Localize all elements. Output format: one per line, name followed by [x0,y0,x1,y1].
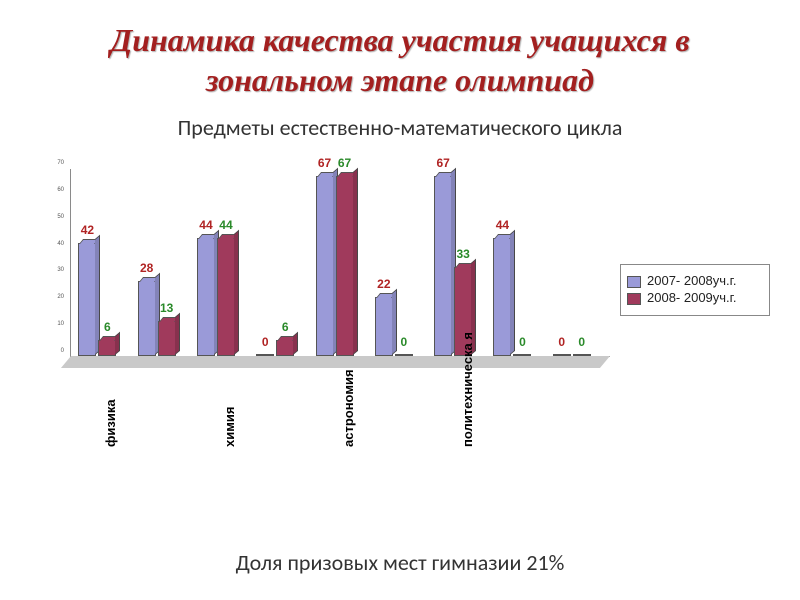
bar [434,176,452,356]
bar-value-label: 0 [262,335,269,349]
bar [98,340,116,356]
bar-value-label: 67 [338,156,351,170]
bar [158,321,176,356]
bar-value-label: 13 [160,301,173,315]
bar-value-label: 67 [436,156,449,170]
bar [513,354,531,356]
bar [316,176,334,356]
chart-area: 010203040506070 426281344440667672206733… [30,169,770,449]
legend-item: 2007- 2008уч.г. [627,274,763,288]
y-tick: 50 [57,214,64,220]
legend-item: 2008- 2009уч.г. [627,291,763,305]
bar [573,354,591,356]
bar-value-label: 0 [558,335,565,349]
x-axis-label: астрономия [341,369,343,447]
x-axis-label: политехническа я [460,332,462,447]
y-tick: 20 [57,294,64,300]
chart-title: Динамика качества участия учащихся в зон… [0,0,800,110]
bar [276,340,294,356]
x-axis-label: химия [222,407,224,447]
bar [553,354,571,356]
y-tick: 30 [57,267,64,273]
bar-value-label: 6 [104,320,111,334]
bar [493,238,511,356]
y-axis-ticks: 010203040506070 [30,169,68,357]
y-tick: 10 [57,321,64,327]
legend-label: 2007- 2008уч.г. [647,274,736,288]
bar-value-label: 33 [456,247,469,261]
y-tick: 0 [61,348,64,354]
legend-swatch [627,276,641,288]
bar-value-label: 67 [318,156,331,170]
bar-value-label: 44 [199,218,212,232]
bar [197,238,215,356]
bar-value-label: 44 [496,218,509,232]
bar-value-label: 6 [282,320,289,334]
bar-value-label: 44 [219,218,232,232]
chart-footer: Доля призовых мест гимназии 21% [0,549,800,576]
bar [78,243,96,356]
legend-label: 2008- 2009уч.г. [647,291,736,305]
y-tick: 60 [57,187,64,193]
bar-value-label: 22 [377,277,390,291]
plot-area: 42628134444066767220673344000 [70,169,610,357]
legend: 2007- 2008уч.г. 2008- 2009уч.г. [620,264,770,316]
chart-subtitle: Предметы естественно-математического цик… [0,110,800,151]
bars-container: 42628134444066767220673344000 [71,169,610,356]
legend-swatch [627,293,641,305]
bar [395,354,413,356]
y-tick: 40 [57,241,64,247]
x-axis-label: физика [103,399,105,447]
bar-value-label: 42 [81,223,94,237]
bar [138,281,156,356]
bar [375,297,393,356]
bar-value-label: 0 [400,335,407,349]
bar-value-label: 28 [140,261,153,275]
y-tick: 70 [57,160,64,166]
bar [256,354,274,356]
bar-value-label: 0 [578,335,585,349]
bar [336,176,354,356]
bar [217,238,235,356]
bar-value-label: 0 [519,335,526,349]
x-axis-labels: физикахимияастрономияполитехническа я [70,361,610,449]
